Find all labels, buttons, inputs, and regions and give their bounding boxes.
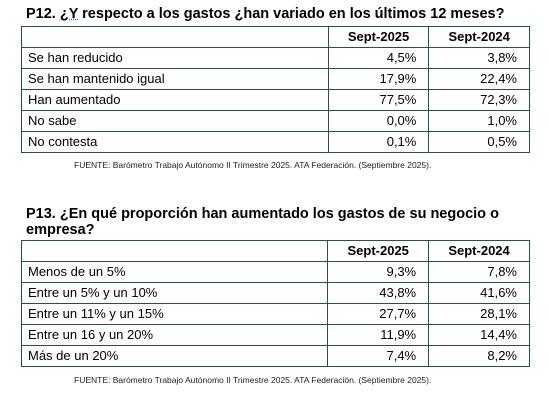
value-cell: 7,8%: [428, 261, 530, 283]
row-label: Entre un 5% y un 10%: [20, 282, 329, 304]
value-cell: 28,1%: [428, 303, 530, 325]
p12-source-note: FUENTE: Barómetro Trabajo Autónomo II Tr…: [74, 160, 432, 170]
value-cell: 4,5%: [327, 47, 430, 69]
value-cell: 9,3%: [327, 261, 430, 283]
value-cell: 22,4%: [428, 68, 530, 90]
header-cell: Sept-2024: [428, 240, 530, 262]
row-label: Menos de un 5%: [20, 261, 329, 283]
row-label: No sabe: [21, 110, 329, 132]
row-label: Se han mantenido igual: [21, 68, 329, 90]
value-cell: 0,0%: [327, 110, 430, 132]
header-cell: Sept-2025: [327, 26, 430, 48]
value-cell: 17,9%: [327, 68, 430, 90]
row-label: Más de un 20%: [20, 345, 329, 367]
value-cell: 77,5%: [327, 89, 430, 111]
p13-table: Sept-2025 Sept-2024 Menos de un 5% 9,3% …: [20, 240, 530, 367]
value-cell: 43,8%: [327, 282, 430, 304]
value-cell: 3,8%: [428, 47, 530, 69]
table-row: Más de un 20% 7,4% 8,2%: [20, 345, 530, 367]
p13-title-line1: P13. ¿En qué proporción han aumentado lo…: [26, 206, 499, 222]
value-cell: 1,0%: [428, 110, 530, 132]
header-cell: Sept-2025: [327, 240, 430, 262]
table-row: No sabe 0,0% 1,0%: [21, 110, 530, 132]
header-cell: Sept-2024: [428, 26, 530, 48]
table-header-row: Sept-2025 Sept-2024: [20, 240, 530, 262]
value-cell: 41,6%: [428, 282, 530, 304]
value-cell: 27,7%: [327, 303, 430, 325]
p12-title-underlined: ¿Y: [59, 6, 79, 22]
table-header-row: Sept-2025 Sept-2024: [21, 26, 530, 48]
table-row: Han aumentado 77,5% 72,3%: [21, 89, 530, 111]
p13-title-line2: empresa?: [26, 222, 95, 238]
row-label: Se han reducido: [21, 47, 329, 69]
header-cell: [21, 26, 329, 48]
value-cell: 11,9%: [327, 324, 430, 346]
table-row: Entre un 11% y un 15% 27,7% 28,1%: [20, 303, 530, 325]
value-cell: 8,2%: [428, 345, 530, 367]
value-cell: 0,1%: [327, 131, 430, 153]
value-cell: 0,5%: [428, 131, 530, 153]
table-row: Se han mantenido igual 17,9% 22,4%: [21, 68, 530, 90]
value-cell: 14,4%: [428, 324, 530, 346]
value-cell: 72,3%: [428, 89, 530, 111]
p12-title: P12. ¿Y respecto a los gastos ¿han varia…: [26, 6, 505, 22]
table-row: Menos de un 5% 9,3% 7,8%: [20, 261, 530, 283]
row-label: Han aumentado: [21, 89, 329, 111]
table-row: Se han reducido 4,5% 3,8%: [21, 47, 530, 69]
row-label: No contesta: [21, 131, 329, 153]
row-label: Entre un 16 y un 20%: [20, 324, 329, 346]
p12-table: Sept-2025 Sept-2024 Se han reducido 4,5%…: [21, 26, 530, 153]
table-row: Entre un 5% y un 10% 43,8% 41,6%: [20, 282, 530, 304]
header-cell: [20, 240, 329, 262]
value-cell: 7,4%: [327, 345, 430, 367]
table-row: No contesta 0,1% 0,5%: [21, 131, 530, 153]
p13-source-note: FUENTE: Barómetro Trabajo Autónomo II Tr…: [74, 375, 432, 385]
table-row: Entre un 16 y un 20% 11,9% 14,4%: [20, 324, 530, 346]
row-label: Entre un 11% y un 15%: [20, 303, 329, 325]
